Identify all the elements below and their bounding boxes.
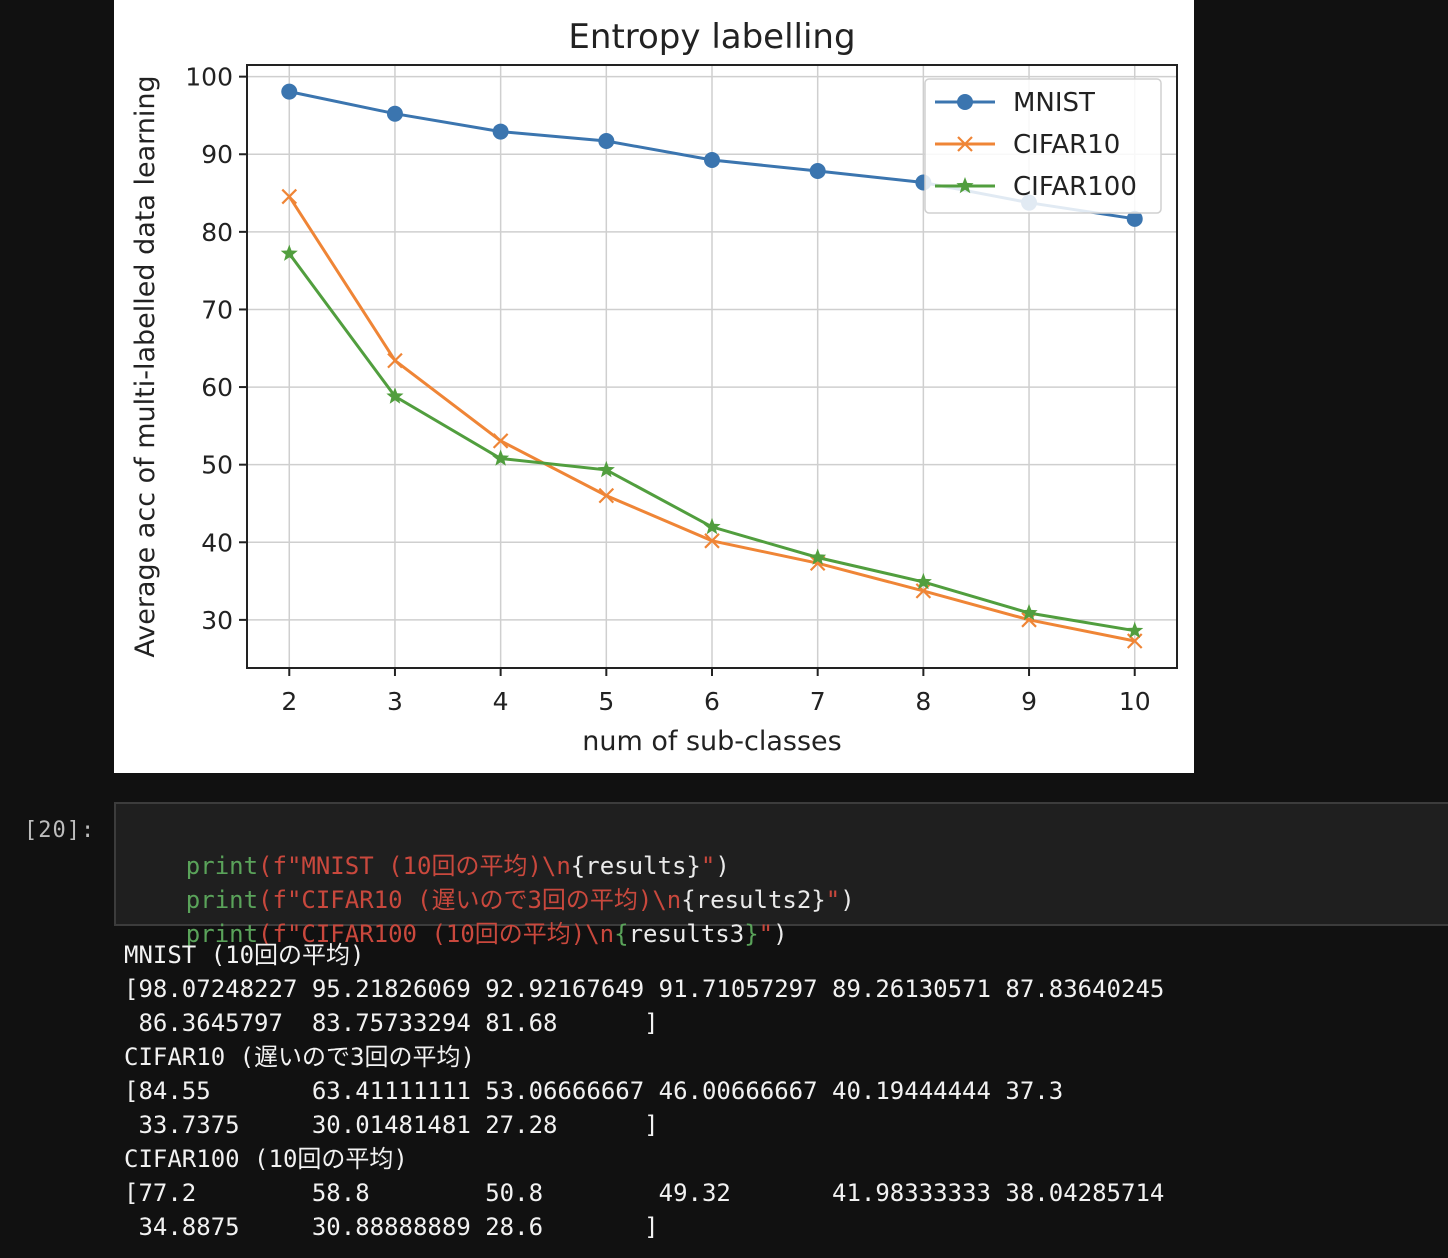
code-cell[interactable]: print(f"MNIST (10回の平均)\n{results}") prin… (114, 802, 1448, 948)
code-token-brace: } (811, 886, 826, 914)
code-token-string: " (758, 920, 774, 948)
code-token-brace: { (681, 886, 696, 914)
output-line: CIFAR10 (遅いので3回の平均) (124, 1043, 475, 1071)
data-point (386, 387, 404, 404)
data-point (280, 244, 298, 261)
data-point (703, 517, 721, 535)
code-token-paren: ) (840, 886, 855, 914)
output-line: [98.07248227 95.21826069 92.92167649 91.… (124, 975, 1165, 1003)
output-line: 86.3645797 83.75733294 81.68 ] (124, 1009, 659, 1037)
data-point (386, 105, 403, 122)
chart-legend: MNIST CIFAR10 CIFAR100 (924, 78, 1162, 214)
data-point (492, 123, 509, 140)
cell-output: MNIST (10回の平均) [98.07248227 95.21826069 … (124, 938, 1444, 1244)
code-token-function: print (185, 852, 259, 880)
y-tick-label: 80 (201, 218, 233, 247)
output-line: 33.7375 30.01481481 27.28 ] (124, 1111, 659, 1139)
code-token-paren: ( (258, 852, 273, 880)
data-point (492, 449, 510, 466)
x-tick-label: 5 (598, 687, 614, 716)
y-tick-label: 60 (201, 373, 233, 402)
cell-prompt: [20]: (24, 818, 96, 843)
y-axis-label: Average acc of multi-labelled data learn… (130, 75, 161, 657)
data-point (387, 352, 403, 369)
output-line: [77.2 58.8 50.8 49.32 41.98333333 38.042… (124, 1179, 1165, 1207)
data-point (597, 460, 615, 478)
data-point (1020, 604, 1038, 621)
code-token-variable: results (585, 852, 687, 880)
x-tick-label: 3 (387, 687, 403, 716)
code-token-brace: } (686, 852, 701, 880)
output-line: CIFAR100 (10回の平均) (124, 1145, 408, 1173)
x-tick-label: 4 (493, 687, 509, 716)
data-point (914, 572, 932, 590)
legend-label: CIFAR100 (1013, 172, 1137, 202)
y-tick-label: 100 (185, 63, 233, 92)
code-token-string: " (700, 852, 716, 880)
x-tick-label: 9 (1021, 687, 1037, 716)
code-token-function: print (185, 886, 259, 914)
data-point (281, 188, 298, 205)
data-point (281, 83, 298, 100)
data-point (1126, 621, 1144, 638)
x-tick-label: 7 (810, 687, 826, 716)
code-token-brace: } (744, 920, 759, 948)
data-point (704, 151, 720, 168)
output-line: MNIST (10回の平均) (124, 941, 365, 969)
code-token-string: " (825, 886, 841, 914)
chart-title: Entropy labelling (568, 17, 855, 57)
x-tick-label: 8 (915, 687, 931, 716)
y-tick-label: 50 (201, 451, 233, 480)
code-token-variable: results3 (628, 920, 745, 948)
data-point (809, 548, 827, 565)
y-tick-label: 30 (201, 606, 233, 635)
code-line[interactable]: print(f"CIFAR10 (遅いので3回の平均)\n{results2}"… (128, 849, 855, 914)
legend-label: MNIST (1013, 88, 1095, 118)
legend-marker (957, 94, 973, 110)
x-tick-label: 6 (704, 687, 720, 716)
code-token-string: f"MNIST (10回の平均)\n (272, 852, 571, 880)
data-point (598, 487, 615, 504)
code-token-brace: { (570, 852, 586, 880)
legend-marker (957, 136, 973, 152)
code-token-function: print (185, 920, 259, 948)
data-point (598, 132, 615, 149)
code-token-paren: ( (258, 886, 273, 914)
line-chart: 2 3 4 5 6 7 8 9 10 30 40 50 60 70 80 90 100 Entropy labe… (130, 17, 1178, 757)
chart-ticks: 2 3 4 5 6 7 8 9 10 30 40 50 60 70 80 90 100 (185, 63, 1150, 716)
data-point (704, 533, 720, 549)
code-token-string: f"CIFAR100 (10回の平均)\n (272, 920, 615, 948)
data-point (1126, 210, 1143, 227)
x-axis-label: num of sub-classes (582, 726, 841, 757)
chart-figure: 2 3 4 5 6 7 8 9 10 30 40 50 60 70 80 90 100 Entropy labe… (114, 0, 1194, 773)
code-token-brace: { (614, 920, 629, 948)
code-token-string: f"CIFAR10 (遅いので3回の平均)\n (272, 886, 682, 914)
code-token-variable: results2 (695, 886, 812, 914)
data-point (492, 433, 509, 449)
legend-marker (956, 177, 974, 194)
x-tick-label: 10 (1119, 687, 1151, 716)
legend-label: CIFAR10 (1013, 130, 1120, 160)
output-line: [84.55 63.41111111 53.06666667 46.006666… (124, 1077, 1064, 1105)
code-line[interactable]: print(f"MNIST (10回の平均)\n{results}") (128, 815, 730, 880)
y-tick-label: 70 (201, 295, 233, 324)
y-tick-label: 40 (201, 528, 233, 557)
data-point (915, 583, 932, 599)
code-token-paren: ( (258, 920, 273, 948)
legend-box (924, 78, 1162, 214)
y-tick-label: 90 (201, 140, 233, 169)
code-line[interactable]: print(f"CIFAR100 (10回の平均)\n{results3}") (128, 883, 788, 948)
output-line: 34.8875 30.88888889 28.6 ] (124, 1213, 659, 1241)
x-tick-label: 2 (281, 687, 297, 716)
code-token-paren: ) (715, 852, 730, 880)
data-point (809, 163, 826, 180)
code-token-paren: ) (773, 920, 788, 948)
